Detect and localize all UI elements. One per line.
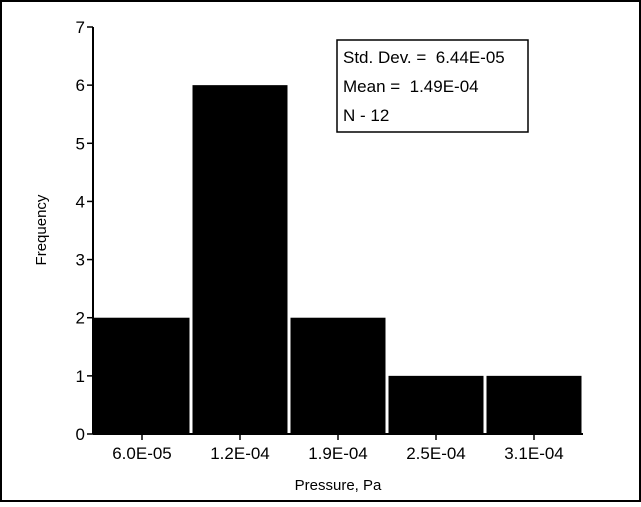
bar-2.5E-04 xyxy=(388,375,484,434)
stats-std-dev: Std. Dev. = 6.44E-05 xyxy=(343,48,505,67)
bars-group xyxy=(93,85,582,435)
y-tick-label: 5 xyxy=(76,134,85,153)
stats-box-border xyxy=(336,39,529,133)
x-tick-label: 1.2E-04 xyxy=(210,444,270,463)
x-ticks-group: 6.0E-05 1.2E-04 1.9E-04 2.5E-04 3.1E-04 xyxy=(112,434,564,463)
x-tick-label: 1.9E-04 xyxy=(308,444,368,463)
y-tick-label: 4 xyxy=(76,192,85,211)
y-tick-label: 0 xyxy=(76,425,85,444)
stats-n: N - 12 xyxy=(343,106,389,125)
y-tick-label: 7 xyxy=(76,18,85,37)
y-axis-title: Frequency xyxy=(33,194,50,265)
bar-6.0E-05 xyxy=(93,317,190,434)
x-axis-title: Pressure, Pa xyxy=(295,477,382,494)
stats-mean: Mean = 1.49E-04 xyxy=(343,77,479,96)
y-tick-label: 3 xyxy=(76,251,85,270)
x-tick-label: 3.1E-04 xyxy=(504,444,564,463)
y-ticks-group: 0 1 2 3 4 5 6 7 xyxy=(76,18,93,444)
x-tick-label: 6.0E-05 xyxy=(112,444,172,463)
bar-3.1E-04 xyxy=(486,375,582,434)
y-tick-label: 2 xyxy=(76,309,85,328)
bar-1.9E-04 xyxy=(290,317,386,434)
y-tick-label: 6 xyxy=(76,76,85,95)
y-tick-label: 1 xyxy=(76,367,85,386)
stats-box: Std. Dev. = 6.44E-05 Mean = 1.49E-04 N -… xyxy=(336,39,529,133)
bar-1.2E-04 xyxy=(192,85,288,435)
x-tick-label: 2.5E-04 xyxy=(406,444,466,463)
